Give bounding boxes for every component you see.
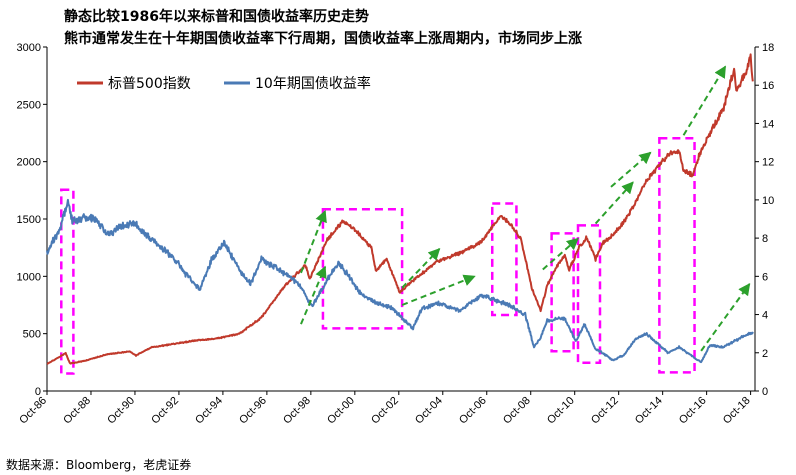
trend-arrow [300,209,327,274]
trend-arrow [542,237,579,271]
legend: 标普500指数 10年期国债收益率 [77,75,371,92]
x-tick-label: Oct-12 [589,395,621,427]
trend-arrow [401,247,441,289]
left-tick-label: 3000 [17,42,41,54]
trend-arrow [682,65,727,136]
right-tick-label: 2 [762,348,768,360]
left-tick-label: 500 [23,329,41,341]
left-tick-label: 1000 [17,271,41,283]
right-tick-label: 4 [762,310,768,322]
left-tick-label: 0 [35,386,41,398]
trend-arrow [300,265,327,325]
highlight-box [550,232,575,353]
highlight-box [321,208,404,330]
x-tick-label: Oct-90 [105,395,137,427]
x-tick-label: Oct-86 [17,395,49,427]
legend-label-yield: 10年期国债收益率 [255,75,371,92]
x-tick-label: Oct-96 [237,395,269,427]
legend-label-sp500: 标普500指数 [108,76,191,92]
highlight-boxes [60,136,696,375]
x-tick-label: Oct-04 [413,395,445,427]
highlight-box [658,136,696,374]
right-tick-label: 18 [762,42,774,54]
right-tick-label: 16 [762,80,774,92]
x-tick-label: Oct-00 [325,395,357,427]
highlight-box [60,188,75,375]
trend-arrow [700,283,751,352]
trend-arrow [610,151,652,188]
data-source-note: 数据来源：Bloomberg，老虎证券 [6,458,192,472]
x-tick-label: Oct-18 [721,395,753,427]
highlight-box [576,224,602,365]
x-tick-label: Oct-98 [281,395,313,427]
x-tick-label: Oct-16 [677,395,709,427]
right-tick-label: 0 [762,386,768,398]
chart-title: 静态比较1986年以来标普和国债收益率历史走势 [64,9,369,25]
sp500-line [46,53,754,365]
trend-arrow [401,274,476,306]
right-tick-label: 8 [762,233,768,245]
left-tick-label: 1500 [17,214,41,226]
x-tick-label: Oct-94 [193,395,225,427]
x-tick-label: Oct-14 [633,395,665,427]
x-tick-label: Oct-92 [149,395,181,427]
yield-line [46,198,754,364]
series-lines [46,53,754,365]
left-tick-label: 2500 [17,99,41,111]
x-tick-label: Oct-06 [457,395,489,427]
right-tick-label: 12 [762,157,774,169]
x-tick-label: Oct-02 [369,395,401,427]
x-tick-label: Oct-08 [501,395,533,427]
highlight-box [490,202,518,317]
x-tick-label: Oct-88 [61,395,93,427]
x-tick-label: Oct-10 [545,395,577,427]
trend-arrows [300,65,751,352]
right-tick-label: 14 [762,118,774,130]
right-tick-label: 6 [762,271,768,283]
chart-subtitle: 熊市通常发生在十年期国债收益率下行周期，国债收益率上涨周期内，市场同步上涨 [64,31,582,47]
right-tick-label: 10 [762,195,774,207]
left-tick-label: 2000 [17,157,41,169]
